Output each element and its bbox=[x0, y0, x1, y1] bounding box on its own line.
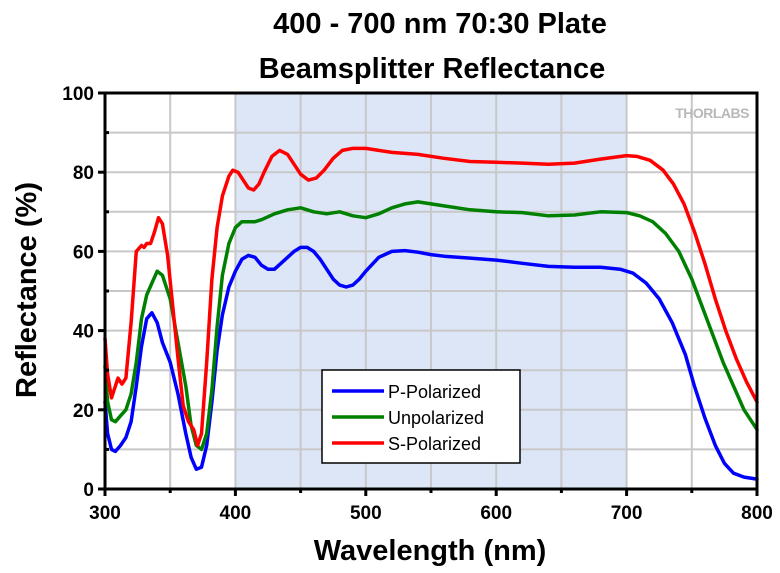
legend-label: Unpolarized bbox=[388, 408, 484, 428]
thorlabs-watermark: THORLABS bbox=[675, 105, 749, 121]
x-tick-label: 700 bbox=[611, 503, 643, 524]
x-tick-label: 500 bbox=[350, 503, 382, 524]
series-line-s-polarized bbox=[103, 146, 759, 448]
y-axis-label: Reflectance (%) bbox=[11, 182, 43, 398]
x-tick-label: 600 bbox=[480, 503, 512, 524]
chart-title-line-2: Beamsplitter Reflectance bbox=[259, 53, 606, 85]
y-tick-label: 20 bbox=[73, 401, 94, 422]
y-tick-label: 80 bbox=[73, 163, 94, 184]
x-tick-label: 800 bbox=[741, 503, 773, 524]
y-tick-label: 0 bbox=[83, 480, 94, 501]
plot-area: THORLABS bbox=[98, 91, 759, 496]
legend: P-Polarized Unpolarized S-Polarized bbox=[321, 369, 521, 464]
series-line-p-polarized bbox=[103, 245, 759, 481]
x-tick-label: 400 bbox=[220, 503, 252, 524]
axis-ticks bbox=[98, 91, 759, 496]
legend-label: P-Polarized bbox=[388, 382, 481, 402]
series-layer bbox=[103, 146, 759, 481]
series-line-unpolarized bbox=[103, 200, 759, 452]
legend-label: S-Polarized bbox=[388, 434, 481, 454]
y-tick-label: 60 bbox=[73, 242, 94, 263]
tick-labels: 300 400 500 600 700 800 0 20 40 60 80 100 bbox=[62, 84, 773, 524]
y-tick-label: 100 bbox=[62, 84, 94, 105]
chart-title-line-1: 400 - 700 nm 70:30 Plate bbox=[273, 8, 607, 40]
y-tick-label: 40 bbox=[73, 322, 94, 343]
x-axis-label: Wavelength (nm) bbox=[314, 535, 547, 567]
x-tick-label: 300 bbox=[89, 503, 121, 524]
